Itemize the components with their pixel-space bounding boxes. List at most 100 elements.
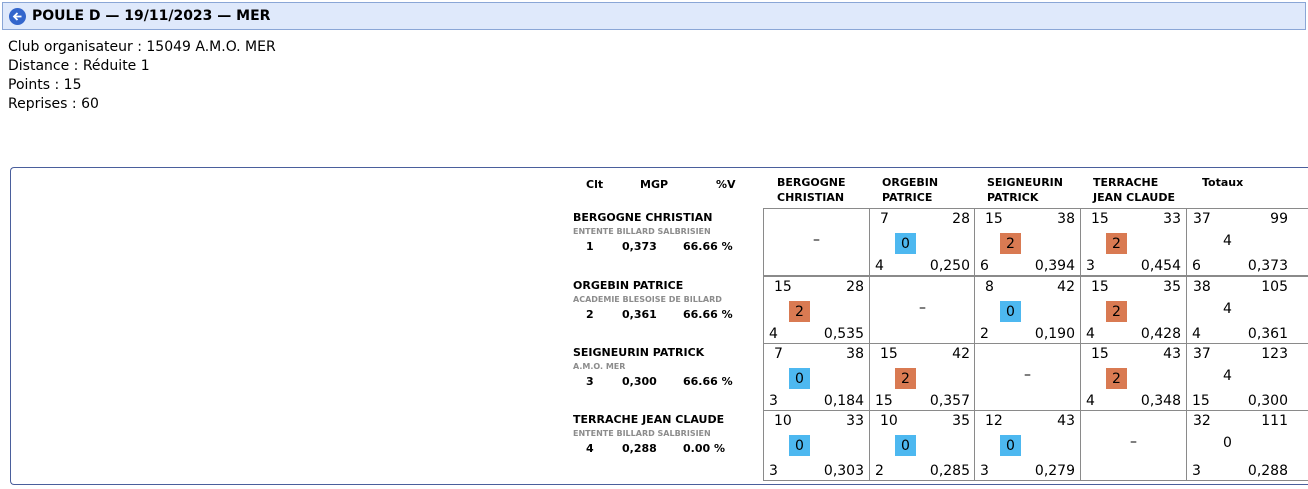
match-best-series: 4 [875, 258, 884, 274]
match-cell: 15 28 2 4 0,535 [763, 276, 870, 344]
match-cell: 8 42 0 2 0,190 [974, 276, 1081, 344]
title-bar: POULE D — 19/11/2023 — MER [2, 2, 1306, 30]
player-rank: 4 [586, 442, 594, 455]
match-average: 0,250 [929, 258, 970, 274]
total-innings: 105 [1261, 279, 1288, 295]
match-cell: 10 33 0 3 0,303 [763, 410, 870, 481]
player-club: ACADEMIE BLESOISE DE BILLARD [573, 295, 722, 304]
match-points: 15 [1091, 346, 1109, 362]
player-name: SEIGNEURIN PATRICK [573, 346, 705, 359]
match-innings: 35 [952, 413, 970, 429]
player-mgp: 0,288 [622, 442, 657, 455]
match-cell: – [1080, 410, 1187, 481]
organizer-club: Club organisateur : 15049 A.M.O. MER [8, 39, 276, 55]
player-pctv: 66.66 % [683, 240, 733, 253]
empty-cell-mark: – [1024, 367, 1031, 383]
total-cell: 38 105 4 4 0,361 [1186, 276, 1308, 344]
match-result-badge: 2 [1000, 233, 1021, 254]
player-mgp: 0,373 [622, 240, 657, 253]
match-best-series: 15 [875, 393, 893, 409]
total-points: 38 [1193, 279, 1211, 295]
total-match-points: 4 [1223, 233, 1232, 249]
match-innings: 43 [1163, 346, 1181, 362]
match-average: 0,184 [823, 393, 864, 409]
match-points: 15 [1091, 279, 1109, 295]
match-points: 15 [1091, 211, 1109, 227]
match-points: 10 [774, 413, 792, 429]
match-average: 0,357 [929, 393, 970, 409]
match-result-badge: 0 [895, 233, 916, 254]
total-cell: 32 111 0 3 0,288 [1186, 410, 1308, 481]
header-player-column: BERGOGNE CHRISTIAN [777, 176, 846, 204]
empty-cell-mark: – [813, 232, 820, 248]
player-club: ENTENTE BILLARD SALBRISIEN [573, 429, 711, 438]
empty-cell-mark: – [1130, 434, 1137, 450]
match-points: 15 [774, 279, 792, 295]
total-match-points: 4 [1223, 368, 1232, 384]
total-match-points: 4 [1223, 301, 1232, 317]
player-club: A.M.O. MER [573, 362, 626, 371]
back-arrow-icon[interactable] [9, 7, 26, 25]
match-innings: 28 [952, 211, 970, 227]
match-best-series: 4 [1086, 326, 1095, 342]
match-best-series: 2 [875, 463, 884, 479]
match-cell: 7 28 0 4 0,250 [869, 208, 976, 276]
match-points: 10 [880, 413, 898, 429]
match-result-badge: 2 [1106, 301, 1127, 322]
match-best-series: 3 [980, 463, 989, 479]
total-innings: 99 [1270, 211, 1288, 227]
match-result-badge: 2 [789, 301, 810, 322]
total-best-series: 15 [1192, 393, 1210, 409]
match-best-series: 3 [769, 463, 778, 479]
match-cell: – [763, 208, 870, 276]
match-best-series: 3 [769, 393, 778, 409]
match-best-series: 6 [980, 258, 989, 274]
match-cell: 15 33 2 3 0,454 [1080, 208, 1187, 276]
match-result-badge: 2 [895, 368, 916, 389]
match-average: 0,190 [1034, 326, 1075, 342]
header-totaux: Totaux [1202, 176, 1244, 189]
total-best-series: 6 [1192, 258, 1201, 274]
match-cell: 15 43 2 4 0,348 [1080, 343, 1187, 411]
distance: Distance : Réduite 1 [8, 58, 150, 74]
total-innings: 123 [1261, 346, 1288, 362]
match-innings: 33 [846, 413, 864, 429]
player-mgp: 0,300 [622, 375, 657, 388]
match-average: 0,454 [1140, 258, 1181, 274]
match-innings: 43 [1057, 413, 1075, 429]
match-innings: 33 [1163, 211, 1181, 227]
header-player-column: TERRACHE JEAN CLAUDE [1093, 176, 1175, 204]
match-result-badge: 2 [1106, 233, 1127, 254]
player-name: ORGEBIN PATRICE [573, 279, 684, 292]
total-best-series: 4 [1192, 326, 1201, 342]
match-points: 15 [880, 346, 898, 362]
match-innings: 42 [1057, 279, 1075, 295]
reprises: Reprises : 60 [8, 96, 99, 112]
total-points: 37 [1193, 211, 1211, 227]
match-points: 12 [985, 413, 1003, 429]
match-average: 0,285 [929, 463, 970, 479]
match-points: 7 [774, 346, 783, 362]
page-title: POULE D — 19/11/2023 — MER [32, 8, 271, 24]
match-innings: 28 [846, 279, 864, 295]
match-cell: – [974, 343, 1081, 411]
empty-cell-mark: – [919, 300, 926, 316]
match-cell: 10 35 0 2 0,285 [869, 410, 976, 481]
match-cell: – [869, 276, 976, 344]
header-pctv: %V [716, 178, 736, 191]
match-result-badge: 0 [789, 368, 810, 389]
header-mgp: MGP [640, 178, 669, 191]
match-innings: 42 [952, 346, 970, 362]
player-club: ENTENTE BILLARD SALBRISIEN [573, 227, 711, 236]
total-best-series: 3 [1192, 463, 1201, 479]
match-cell: 15 38 2 6 0,394 [974, 208, 1081, 276]
match-points: 7 [880, 211, 889, 227]
match-innings: 38 [1057, 211, 1075, 227]
match-average: 0,428 [1140, 326, 1181, 342]
match-average: 0,348 [1140, 393, 1181, 409]
total-points: 37 [1193, 346, 1211, 362]
match-innings: 38 [846, 346, 864, 362]
total-cell: 37 123 4 15 0,300 [1186, 343, 1308, 411]
total-points: 32 [1193, 413, 1211, 429]
player-pctv: 66.66 % [683, 375, 733, 388]
